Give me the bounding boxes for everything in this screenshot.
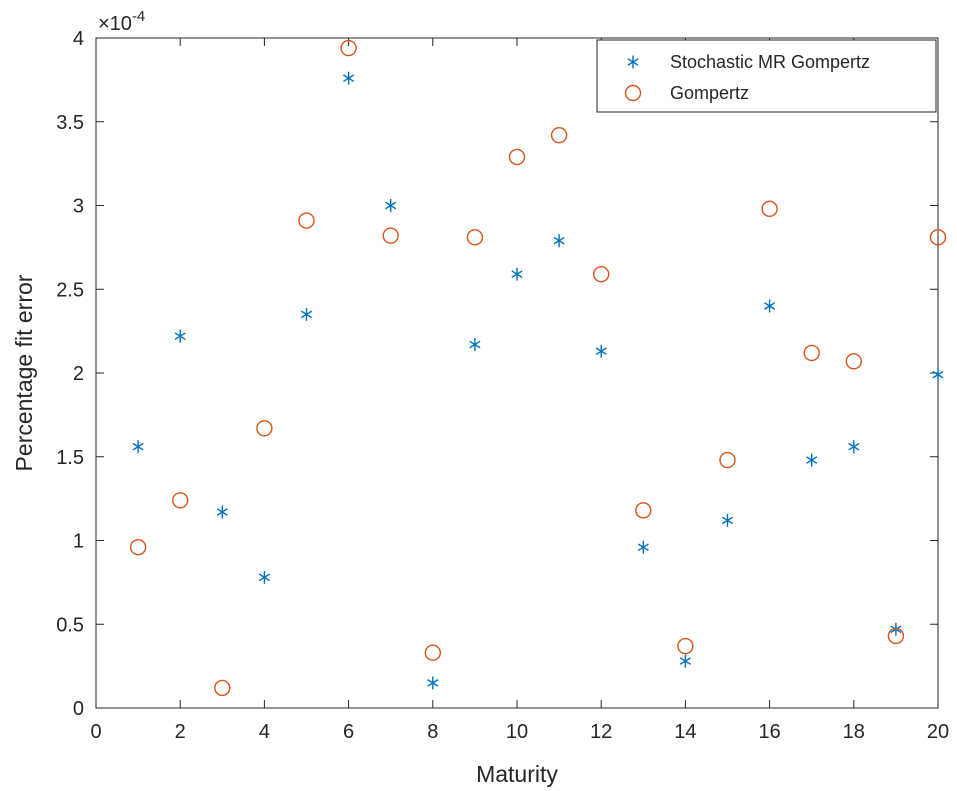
data-point-gompertz (214, 679, 231, 697)
data-point-stochastic-mr-gompertz (721, 513, 734, 527)
data-point-gompertz (635, 502, 652, 519)
x-tick-label: 14 (674, 721, 696, 743)
data-point-gompertz (298, 212, 315, 229)
data-point-gompertz (382, 227, 399, 244)
data-point-gompertz (256, 420, 273, 437)
x-tick-label: 6 (343, 721, 354, 743)
asterisk-stroke (848, 442, 860, 451)
asterisk-stroke (300, 310, 313, 319)
data-point-gompertz (845, 353, 862, 370)
data-point-gompertz (677, 637, 694, 655)
y-exponent-power: -4 (132, 8, 145, 25)
y-tick-label: 2 (73, 363, 84, 385)
data-point-stochastic-mr-gompertz (637, 540, 649, 554)
y-exponent-base: ×10 (98, 13, 132, 35)
asterisk-stroke (806, 456, 818, 464)
data-point-stochastic-mr-gompertz (174, 329, 186, 343)
data-point-stochastic-mr-gompertz (216, 505, 228, 519)
data-point-stochastic-mr-gompertz (595, 344, 607, 358)
asterisk-stroke (469, 340, 481, 349)
legend-label: Gompertz (670, 83, 749, 103)
asterisk-stroke (553, 236, 565, 245)
asterisk-stroke (721, 516, 734, 525)
x-tick-label: 8 (427, 721, 438, 743)
data-point-stochastic-mr-gompertz (932, 368, 944, 382)
asterisk-stroke (511, 270, 523, 278)
data-point-stochastic-mr-gompertz (890, 622, 902, 636)
x-tick-label: 12 (590, 721, 612, 743)
asterisk-stroke (216, 508, 228, 516)
data-point-gompertz (761, 200, 778, 218)
y-axis-label: Percentage fit error (11, 274, 37, 471)
asterisk-stroke (132, 442, 144, 451)
data-point-gompertz (466, 229, 484, 246)
data-point-stochastic-mr-gompertz (679, 654, 691, 668)
asterisk-stroke (764, 302, 776, 310)
data-point-gompertz (550, 126, 568, 144)
y-axis-exponent: ×10-4 (98, 8, 145, 35)
x-tick-label: 0 (90, 721, 101, 743)
y-tick-label: 4 (73, 28, 84, 50)
x-tick-label: 18 (843, 721, 865, 743)
x-tick-label: 10 (506, 721, 528, 743)
data-point-gompertz (129, 539, 147, 556)
y-tick-label: 1 (73, 531, 84, 553)
data-point-stochastic-mr-gompertz (343, 71, 355, 85)
data-point-stochastic-mr-gompertz (427, 676, 439, 690)
asterisk-stroke (343, 74, 355, 83)
legend-marker-asterisk (627, 55, 639, 69)
asterisk-stroke (637, 543, 649, 552)
asterisk-stroke (385, 201, 397, 210)
asterisk-stroke (595, 347, 607, 356)
y-tick-label: 0.5 (56, 614, 84, 636)
x-tick-label: 16 (758, 721, 780, 743)
legend-label: Stochastic MR Gompertz (670, 52, 870, 72)
x-tick-label: 2 (175, 721, 186, 743)
legend-marker-circle (624, 84, 642, 102)
x-axis-label: Maturity (476, 761, 558, 787)
data-point-stochastic-mr-gompertz (806, 453, 818, 467)
data-point-stochastic-mr-gompertz (132, 440, 144, 454)
data-point-gompertz (171, 492, 189, 509)
data-point-gompertz (593, 265, 610, 283)
y-tick-label: 1.5 (56, 447, 84, 469)
legend-box (596, 39, 937, 113)
data-point-gompertz (803, 344, 820, 362)
data-point-stochastic-mr-gompertz (300, 307, 313, 321)
x-tick-label: 20 (927, 721, 949, 743)
data-point-gompertz (719, 451, 736, 469)
y-tick-label: 3.5 (56, 112, 84, 134)
x-tick-label: 4 (259, 721, 270, 743)
asterisk-stroke (258, 573, 270, 582)
data-point-gompertz (929, 229, 947, 246)
data-point-stochastic-mr-gompertz (385, 199, 397, 212)
data-point-gompertz (887, 627, 905, 645)
data-point-gompertz (508, 148, 526, 166)
data-point-stochastic-mr-gompertz (764, 299, 776, 313)
data-point-stochastic-mr-gompertz (553, 234, 565, 248)
data-point-gompertz (424, 644, 441, 661)
plot-area (95, 37, 939, 709)
asterisk-stroke (890, 625, 902, 634)
y-tick-label: 2.5 (56, 279, 84, 301)
data-point-gompertz (340, 39, 357, 57)
data-marks (129, 39, 947, 697)
data-point-stochastic-mr-gompertz (511, 267, 523, 281)
data-point-stochastic-mr-gompertz (258, 570, 270, 584)
data-point-stochastic-mr-gompertz (469, 338, 481, 352)
asterisk-stroke (679, 657, 691, 665)
asterisk-stroke (932, 370, 944, 379)
plot-frame (95, 37, 939, 709)
data-point-stochastic-mr-gompertz (848, 440, 860, 454)
asterisk-stroke (427, 679, 439, 687)
asterisk-stroke (174, 332, 186, 340)
asterisk-stroke (627, 58, 639, 66)
y-tick-label: 0 (73, 698, 84, 720)
axis-ticks: 0 2 4 6 8 10 12 14 16 18 20 0 0.5 1 1.5 2 2.5 3 3.5 4 (56, 28, 949, 743)
legend: Stochastic MR Gompertz Gompertz (596, 39, 937, 113)
y-tick-label: 3 (73, 196, 84, 218)
